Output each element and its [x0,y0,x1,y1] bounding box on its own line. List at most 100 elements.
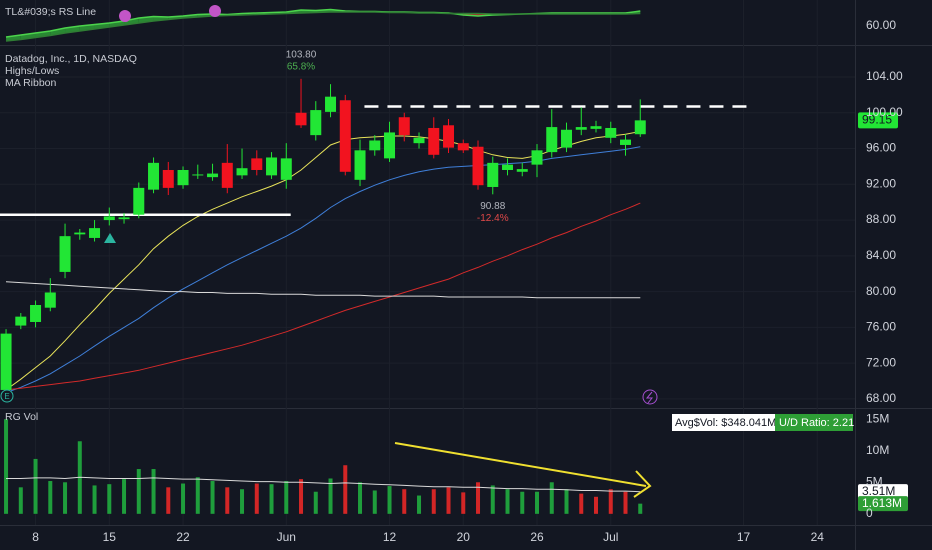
candle-body [162,169,174,188]
y-tick-label: 92.00 [866,176,896,190]
volume-bar [535,491,540,514]
candle-body [561,129,573,148]
candle-body [620,139,632,145]
volume-bar [136,469,141,514]
volume-bar [579,493,584,514]
y-tick-label: 100.00 [866,105,903,119]
stat-box [672,414,775,431]
volume-bar [623,491,628,514]
candle-body [634,120,646,135]
avg-dollar-volume: Avg$Vol: $348.041M [675,417,776,429]
x-tick-label: 17 [737,530,751,544]
volume-bar [254,483,259,514]
volume-bar [431,489,436,514]
earnings-icon: E [4,392,9,401]
candle-body [59,236,71,272]
candle-body [266,157,278,176]
volume-bar [122,479,127,514]
candle-body [177,169,189,186]
candle-body [472,146,484,186]
signal-marker [104,233,116,243]
candle-body [89,228,101,238]
volume-bar [358,482,363,514]
value-tag-label: 1.613M [862,496,902,510]
volume-bar [33,458,38,514]
x-tick-label: 12 [383,530,397,544]
candle-body [325,96,337,112]
candle-body [30,305,42,322]
x-tick-label: Jun [277,530,296,544]
indicator-label: MA Ribbon [5,77,57,89]
volume-bar [4,419,9,514]
candle-body [443,125,455,148]
candle-body [148,162,160,190]
x-tick-label: 24 [811,530,825,544]
annotation-change: -12.4% [477,213,509,224]
volume-bar [476,482,481,514]
earnings-marker[interactable] [0,389,14,403]
volume-bar [92,485,97,514]
volume-bar [549,482,554,514]
y-tick-label: 80.00 [866,284,896,298]
candle-body [221,162,233,188]
candle-body [339,100,351,172]
candle-body [605,127,617,138]
y-tick-label: 96.00 [866,141,896,155]
candle-body [133,187,145,215]
candle-body [310,110,322,136]
event-icon [645,391,654,404]
y-tick-label: 10M [866,443,889,457]
volume-bar [343,465,348,514]
y-tick-label: 88.00 [866,212,896,226]
ud-ratio: U/D Ratio: 2.21 [779,417,854,429]
volume-bar [594,496,599,514]
y-tick-label: 76.00 [866,320,896,334]
event-marker[interactable] [642,389,658,405]
volume-bar [225,487,230,514]
annotation-price: 103.80 [286,49,317,60]
y-tick-label: 0 [866,506,873,520]
volume-bar [151,469,156,514]
volume-bar [490,485,495,514]
candle-body [502,164,514,170]
x-tick-label: 22 [176,530,190,544]
volume-bar [402,489,407,514]
annotation-change: 65.8% [287,61,315,72]
candle-body [207,173,219,178]
candle-body [428,127,440,155]
volume-bar [372,490,377,514]
volume-bar [638,503,643,514]
volume-bar [181,483,186,514]
rs-signal [209,5,221,17]
annotation-price: 90.88 [480,201,505,212]
candle-body [354,150,366,180]
x-tick-label: 15 [103,530,117,544]
y-tick-label: 60.00 [866,18,896,32]
ma-line [5,281,641,299]
x-tick-label: Jul [603,530,618,544]
candle-body [236,168,248,176]
candle-body [0,333,12,390]
candle-body [103,216,115,221]
volume-bar [417,495,422,514]
candle-body [251,158,263,170]
rs-title: TL&#039;s RS Line [5,6,96,18]
candle-body [280,158,292,180]
rs-fill [50,28,66,36]
volume-bar [446,487,451,514]
volume-bar [284,481,289,514]
volume-title: RG Vol [5,411,38,423]
candle-body [575,127,587,130]
indicator-label: Highs/Lows [5,65,59,77]
volume-bar [48,481,53,514]
candle-body [384,132,396,159]
candle-body [457,143,469,151]
candle-body [531,150,543,165]
y-tick-label: 84.00 [866,248,896,262]
candle-body [44,292,56,308]
volume-bar [210,481,215,514]
candle-body [398,117,410,136]
